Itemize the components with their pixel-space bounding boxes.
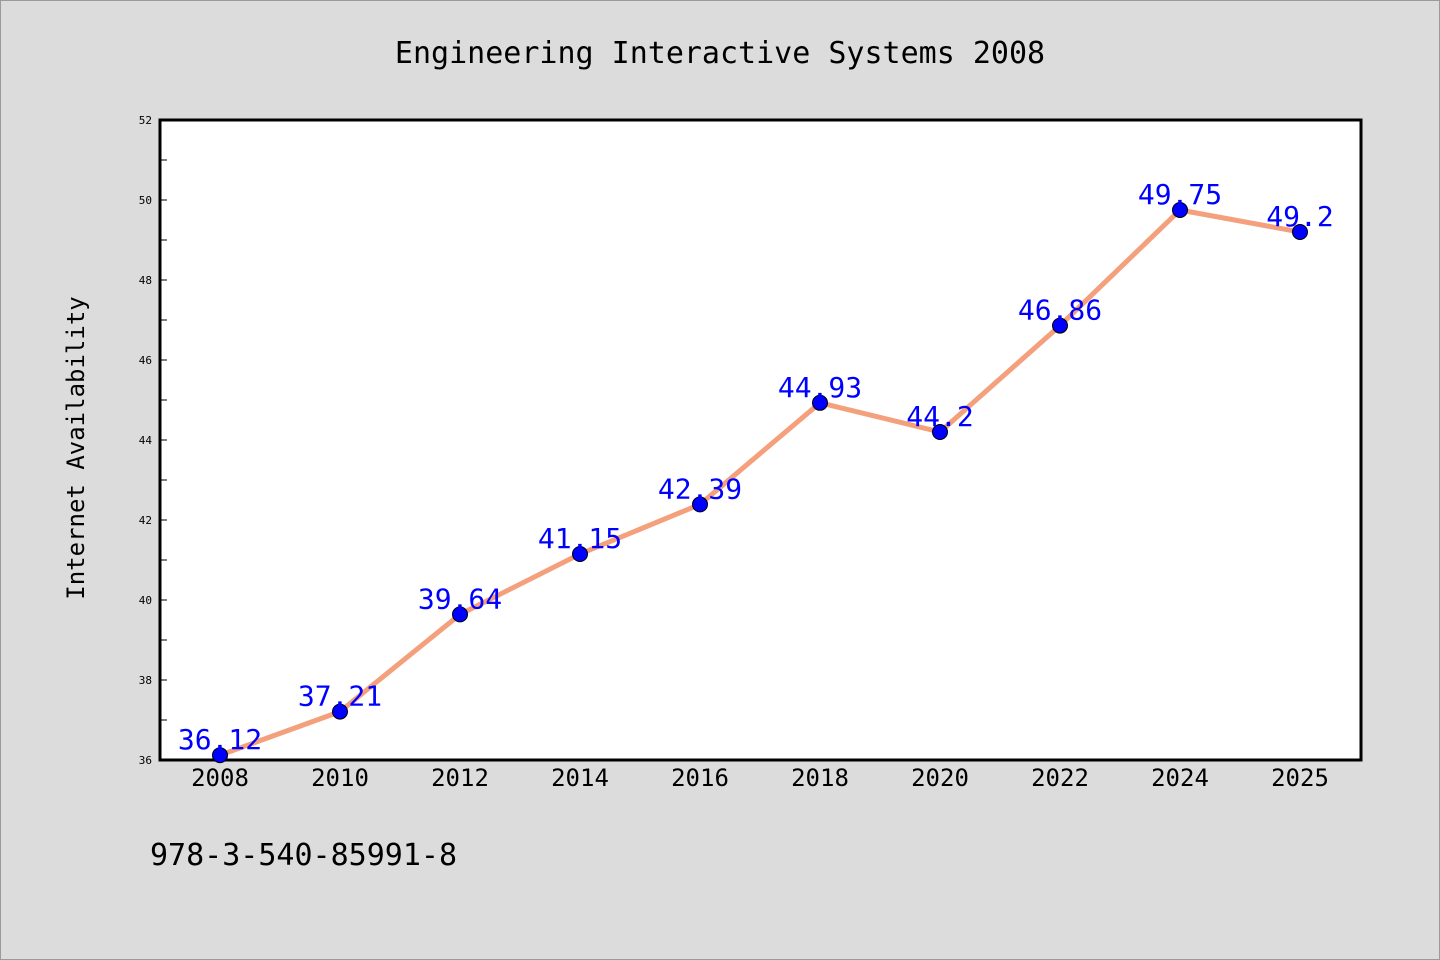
data-point [932,424,948,440]
chart-title: Engineering Interactive Systems 2008 [395,36,1045,71]
y-tick-label: 44 [139,434,153,447]
y-tick-label: 36 [139,754,152,767]
y-axis: 36 38 40 42 44 46 48 50 52 [139,114,167,767]
data-point [812,394,828,411]
data-point [1052,317,1068,334]
x-tick-label: 2010 [311,764,369,792]
x-tick-label: 2025 [1271,764,1329,792]
data-label: 49.75 [1138,178,1222,211]
series-line-group [219,207,1301,758]
x-tick-label: 2016 [671,764,729,792]
data-label: 42.39 [658,472,742,505]
x-tick-label: 2014 [551,764,609,792]
y-tick-label: 48 [139,274,152,287]
y-tick-label: 42 [139,514,152,527]
data-label: 46.86 [1018,294,1102,327]
series-line [219,207,1301,758]
data-point [1172,202,1188,218]
data-label: 37.21 [298,680,382,713]
data-point [332,703,348,720]
x-tick-label: 2022 [1031,764,1089,792]
x-tick-label: 2024 [1151,764,1209,792]
data-label: 39.64 [418,582,502,615]
footnote-isbn: 978-3-540-85991-8 [150,838,457,873]
x-tick-label: 2012 [431,764,489,792]
data-point [452,606,468,623]
x-axis: 2008 2010 2012 2014 2016 2018 2020 2022 2024 2025 [191,764,1329,792]
data-point [692,496,708,513]
x-tick-label: 2018 [791,764,849,792]
data-point [572,546,588,562]
y-tick-label: 38 [139,674,152,687]
y-axis-label: Internet Availability [62,296,90,599]
x-tick-label: 2008 [191,764,249,792]
data-markers [212,202,1308,764]
y-tick-label: 52 [139,114,152,127]
data-label: 49.2 [1266,200,1333,233]
y-tick-label: 50 [139,194,152,207]
data-label: 44.93 [778,371,862,404]
y-tick-label: 40 [139,594,152,607]
data-labels: 36.12 37.21 39.64 41.15 42.39 44.93 44.2 46.86 4… [178,178,1334,756]
data-point [1292,224,1308,240]
data-label: 44.2 [906,400,973,433]
data-label: 36.12 [178,723,262,756]
y-tick-label: 46 [139,354,152,367]
data-label: 41.15 [538,522,622,555]
x-tick-label: 2020 [911,764,969,792]
data-point [212,747,228,764]
